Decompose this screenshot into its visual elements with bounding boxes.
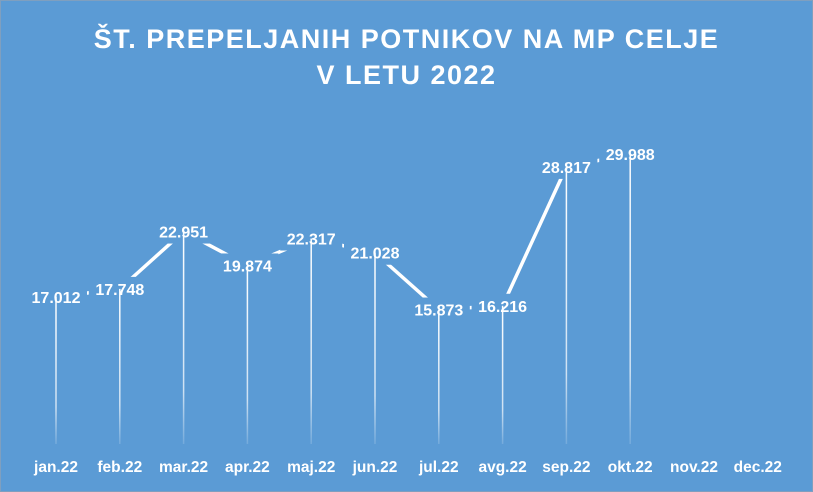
drop-line-apr.22	[246, 265, 249, 444]
x-tick-label-avg.22: avg.22	[478, 459, 526, 476]
line-segment-feb.22-mar.22	[118, 229, 186, 291]
x-tick-label-feb.22: feb.22	[97, 459, 142, 476]
drop-line-jul.22	[438, 309, 440, 444]
line-segment-jul.22-avg.22	[437, 304, 505, 312]
x-tick-label-jun.22: jun.22	[352, 459, 398, 476]
data-label-jul.22: 15.873	[414, 303, 463, 320]
data-label-maj.22: 22.317	[287, 232, 336, 249]
drop-line-feb.22	[119, 288, 121, 444]
line-segment-jun.22-jul.22	[373, 250, 441, 312]
data-label-okt.22: 29.988	[606, 147, 655, 164]
series-line	[54, 152, 632, 312]
line-segment-jan.22-feb.22	[54, 287, 122, 299]
data-label-avg.22: 16.216	[478, 299, 527, 316]
chart-title-line-1: ŠT. PREPELJANIH POTNIKOV NA MP CELJE	[93, 24, 720, 54]
drop-line-jan.22	[55, 297, 57, 444]
data-label-mar.22: 22.951	[159, 225, 208, 242]
x-tick-label-nov.22: nov.22	[670, 459, 718, 476]
data-label-feb.22: 17.748	[95, 282, 144, 299]
x-tick-label-jul.22: jul.22	[418, 459, 459, 476]
x-tick-label-jan.22: jan.22	[33, 459, 78, 476]
line-segment-maj.22-jun.22	[309, 236, 377, 255]
drop-line-sep.22	[565, 166, 568, 444]
x-tick-label-sep.22: sep.22	[542, 459, 590, 476]
drop-line-maj.22	[310, 238, 312, 444]
drop-line-mar.22	[182, 231, 185, 444]
x-tick-label-apr.22: apr.22	[225, 459, 270, 476]
line-segment-mar.22-apr.22	[181, 229, 250, 268]
x-tick-label-maj.22: maj.22	[287, 459, 335, 476]
data-label-jun.22: 21.028	[351, 246, 400, 263]
drop-line-jun.22	[374, 252, 376, 444]
chart-title: ŠT. PREPELJANIH POTNIKOV NA MP CELJE V L…	[1, 21, 812, 93]
line-segment-apr.22-maj.22	[245, 236, 313, 268]
x-tick-label-dec.22: dec.22	[734, 459, 782, 476]
x-tick-label-mar.22: mar.22	[159, 459, 208, 476]
chart-title-line-2: V LETU 2022	[316, 60, 497, 90]
data-label-sep.22: 28.817	[542, 160, 591, 177]
data-label-apr.22: 19.874	[223, 258, 272, 275]
line-segment-sep.22-okt.22	[564, 152, 632, 169]
drop-line-okt.22	[629, 154, 631, 444]
drop-line-avg.22	[501, 305, 504, 444]
line-segment-avg.22-sep.22	[500, 165, 569, 308]
x-tick-label-okt.22: okt.22	[608, 459, 653, 476]
data-label-jan.22: 17.012	[32, 290, 81, 307]
